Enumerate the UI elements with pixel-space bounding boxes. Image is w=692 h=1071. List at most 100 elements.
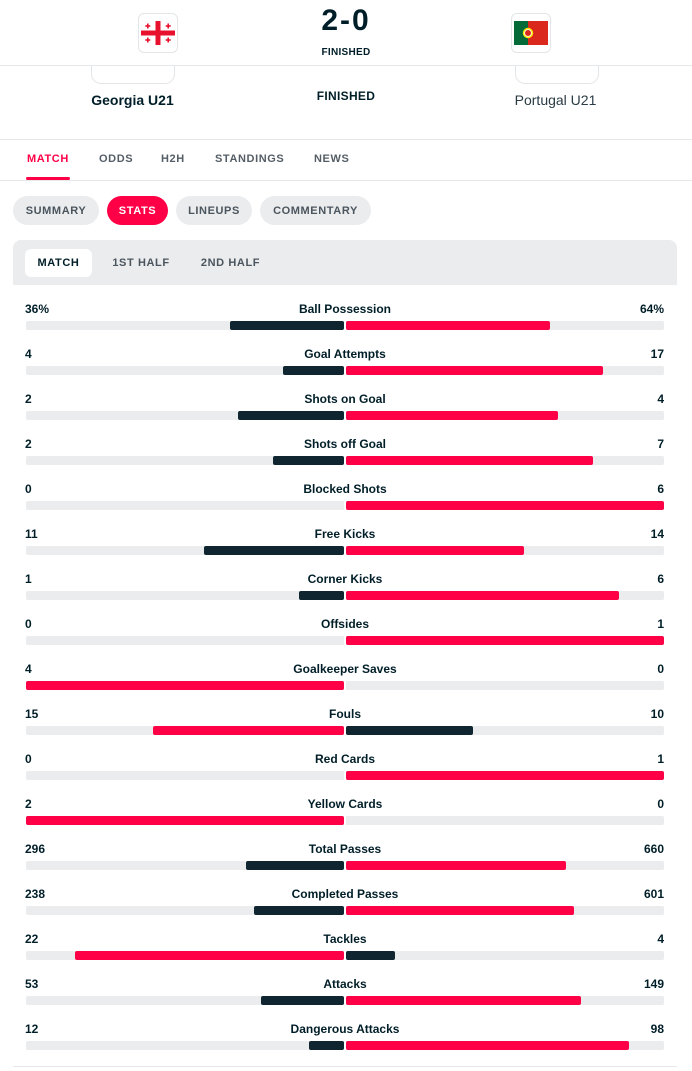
away-stat-bar <box>346 771 664 780</box>
home-stat-bar-track <box>26 861 344 870</box>
home-stat-bar <box>75 951 344 960</box>
stat-name: Red Cards <box>314 752 376 766</box>
stat-row: 36% Ball Possession 64% <box>0 300 692 345</box>
tab-h2h[interactable]: H2H <box>161 153 185 165</box>
home-stat-bar <box>254 906 344 915</box>
home-team-logo[interactable] <box>138 13 178 53</box>
subtab-lineups[interactable]: LINEUPS <box>176 196 252 225</box>
stat-away-value: 7 <box>657 437 664 451</box>
tab-news[interactable]: NEWS <box>314 153 350 165</box>
home-stat-bar <box>204 546 344 555</box>
sub-tabs: SUMMARY STATS LINEUPS COMMENTARY <box>0 196 692 226</box>
stat-name: Total Passes <box>308 842 382 856</box>
home-stat-bar-track <box>26 1041 344 1050</box>
period-tab-2nd-half[interactable]: 2ND HALF <box>200 257 261 269</box>
away-stat-bar <box>346 726 473 735</box>
away-team-name[interactable]: Portugal U21 <box>514 92 597 108</box>
stat-away-value: 4 <box>657 932 664 946</box>
home-stat-bar <box>299 591 344 600</box>
stat-row: 22 Tackles 4 <box>0 930 692 975</box>
stat-name: Blocked Shots <box>303 482 387 496</box>
away-stat-bar <box>346 546 524 555</box>
tab-match[interactable]: MATCH <box>27 153 69 165</box>
away-stat-bar <box>346 501 664 510</box>
tab-odds[interactable]: ODDS <box>99 153 134 165</box>
home-stat-bar <box>309 1041 344 1050</box>
stat-away-value: 64% <box>639 302 664 316</box>
home-stat-bar-track <box>26 726 344 735</box>
stat-name: Fouls <box>329 707 361 721</box>
away-stat-bar-track <box>346 996 664 1005</box>
stat-away-value: 0 <box>657 797 664 811</box>
stat-away-value: 149 <box>643 977 664 991</box>
home-team-name[interactable]: Georgia U21 <box>91 92 174 108</box>
stat-row: 0 Offsides 1 <box>0 615 692 660</box>
stat-away-value: 10 <box>650 707 664 721</box>
away-stat-bar <box>346 906 574 915</box>
away-stat-bar-track <box>346 726 664 735</box>
home-logo-placeholder <box>91 66 175 84</box>
stat-row: 2 Shots off Goal 7 <box>0 435 692 480</box>
stat-name: Corner Kicks <box>307 572 383 586</box>
match-status: FINISHED <box>316 89 376 103</box>
stat-name: Free Kicks <box>314 527 376 541</box>
away-stat-bar-track <box>346 321 664 330</box>
stat-away-value: 4 <box>657 392 664 406</box>
stat-away-value: 98 <box>650 1022 664 1036</box>
home-stat-bar-track <box>26 996 344 1005</box>
home-stat-bar <box>238 411 344 420</box>
score-strip: 2-0 FINISHED <box>0 0 692 66</box>
away-team-logo[interactable] <box>511 13 551 53</box>
home-stat-bar-track <box>26 681 344 690</box>
stat-away-value: 6 <box>657 572 664 586</box>
away-stat-bar-track <box>346 1041 664 1050</box>
stat-row: 238 Completed Passes 601 <box>0 885 692 930</box>
subtab-stats[interactable]: STATS <box>107 196 168 225</box>
stat-home-value: 296 <box>25 842 46 856</box>
away-stat-bar-track <box>346 816 664 825</box>
home-stat-bar <box>273 456 344 465</box>
stat-name: Yellow Cards <box>307 797 383 811</box>
home-stat-bar <box>246 861 344 870</box>
subtab-summary[interactable]: SUMMARY <box>13 196 99 225</box>
stat-row: 12 Dangerous Attacks 98 <box>0 1020 692 1065</box>
stat-row: 296 Total Passes 660 <box>0 840 692 885</box>
stat-row: 53 Attacks 149 <box>0 975 692 1020</box>
away-stat-bar <box>346 411 558 420</box>
stat-home-value: 36% <box>25 302 50 316</box>
stat-row: 15 Fouls 10 <box>0 705 692 750</box>
stat-name: Shots off Goal <box>304 437 386 451</box>
home-stat-bar <box>283 366 344 375</box>
away-stat-bar <box>346 951 395 960</box>
period-tab-match[interactable]: MATCH <box>25 249 92 277</box>
away-stat-bar-track <box>346 456 664 465</box>
home-stat-bar-track <box>26 456 344 465</box>
subtab-commentary[interactable]: COMMENTARY <box>260 196 371 225</box>
stat-away-value: 1 <box>657 752 664 766</box>
stat-row: 4 Goal Attempts 17 <box>0 345 692 390</box>
away-stat-bar <box>346 456 593 465</box>
tab-standings[interactable]: STANDINGS <box>215 153 285 165</box>
home-stat-bar <box>230 321 344 330</box>
away-stat-bar <box>346 636 664 645</box>
stat-name: Dangerous Attacks <box>290 1022 400 1036</box>
home-stat-bar-track <box>26 411 344 420</box>
away-stat-bar-track <box>346 771 664 780</box>
home-stat-bar <box>26 681 344 690</box>
stat-home-value: 2 <box>25 392 32 406</box>
portugal-flag-icon <box>514 21 548 45</box>
home-stat-bar-track <box>26 816 344 825</box>
away-stat-bar <box>346 366 603 375</box>
period-tab-1st-half[interactable]: 1ST HALF <box>112 257 170 269</box>
away-stat-bar-track <box>346 501 664 510</box>
away-logo-placeholder <box>515 66 599 84</box>
stat-away-value: 14 <box>650 527 664 541</box>
stat-name: Ball Possession <box>298 302 392 316</box>
away-stat-bar-track <box>346 591 664 600</box>
stat-away-value: 1 <box>657 617 664 631</box>
match-score: 2-0 <box>321 4 371 37</box>
stat-home-value: 11 <box>25 527 38 541</box>
stat-home-value: 0 <box>25 617 32 631</box>
home-stat-bar-track <box>26 501 344 510</box>
stat-name: Completed Passes <box>291 887 399 901</box>
